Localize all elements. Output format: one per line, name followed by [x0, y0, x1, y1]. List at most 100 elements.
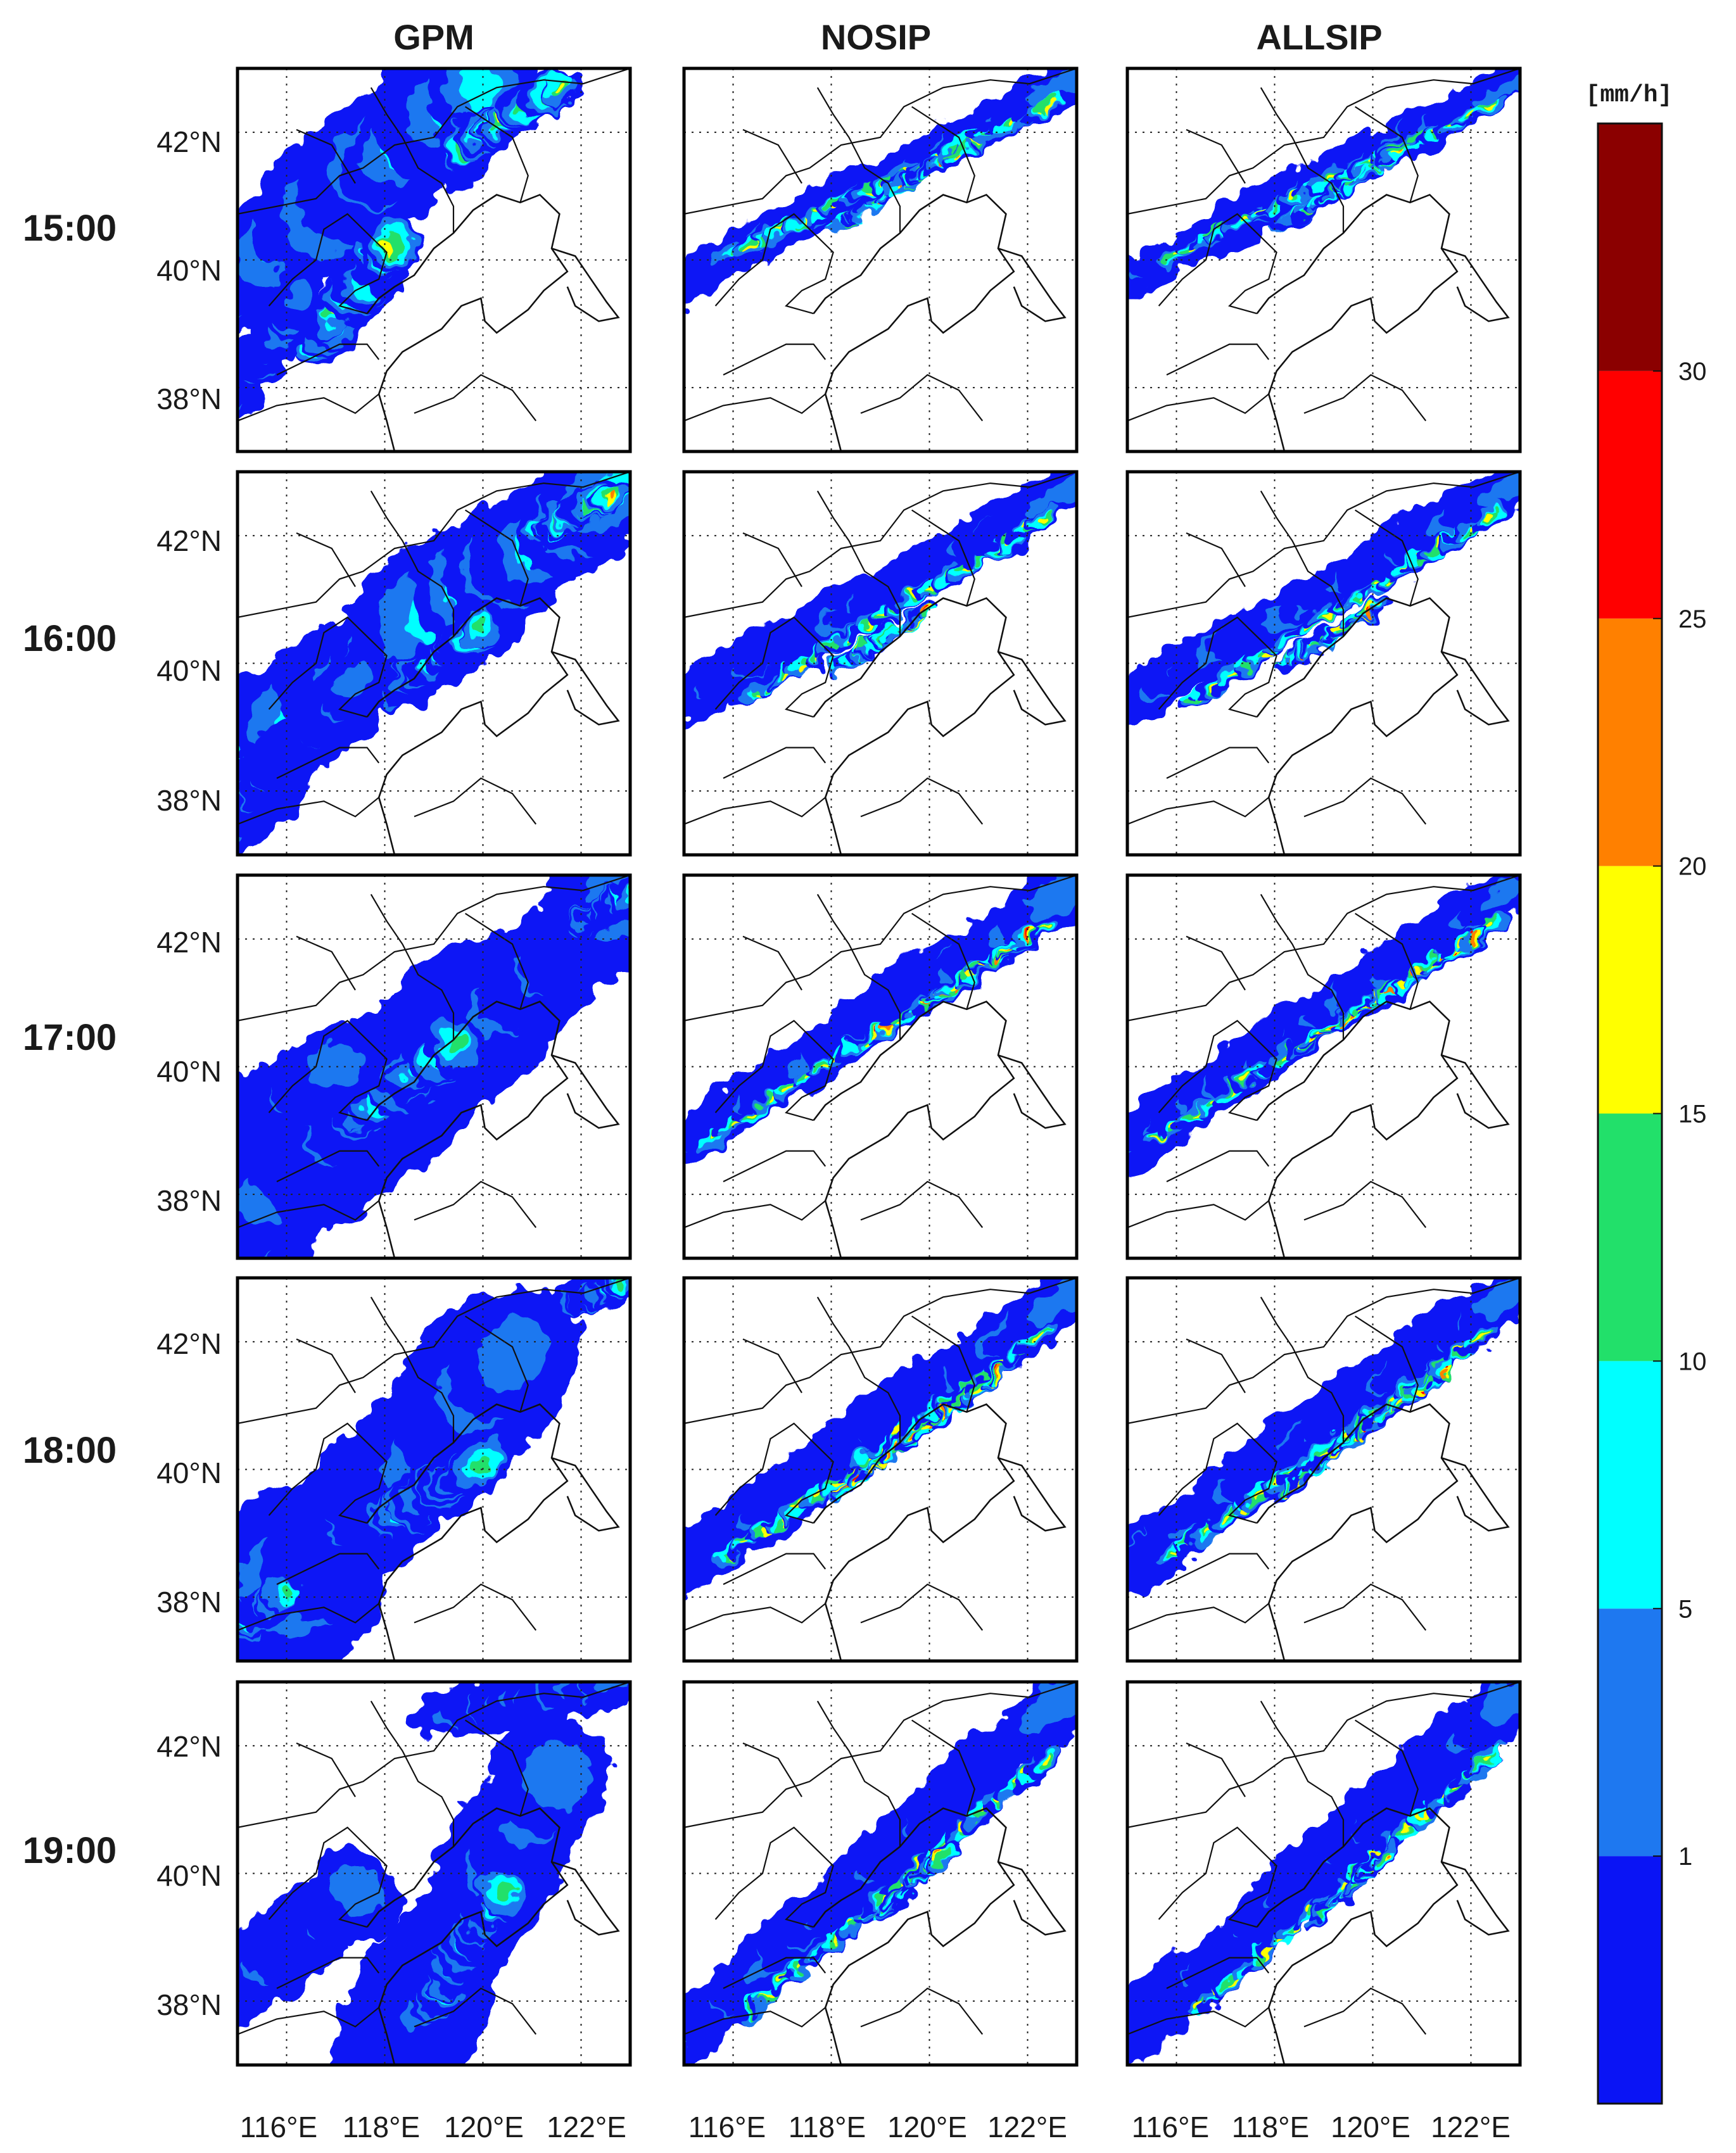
- province-border: [860, 1583, 984, 1631]
- colorbar-label: 1: [1678, 1843, 1692, 1871]
- rain-cell: [286, 281, 316, 313]
- province-border: [860, 374, 984, 422]
- map-panel-nosip-1700: [682, 873, 1079, 1260]
- rain-cell: [1376, 1848, 1391, 1862]
- row-title-1700: 17:00: [23, 1017, 117, 1058]
- province-border: [1303, 1583, 1427, 1631]
- province-border: [1158, 616, 1277, 718]
- province-border: [1260, 87, 1345, 234]
- rain-cell: [954, 150, 967, 159]
- row-title-1800: 18:00: [23, 1430, 117, 1471]
- map-panel-allsip-1600: [1125, 470, 1522, 857]
- lat-tick-38: 38°N: [156, 1988, 222, 2021]
- rain-cell: [1480, 474, 1520, 507]
- lon-tick-120: 120°E: [444, 2111, 524, 2144]
- rain-cell: [1042, 927, 1049, 933]
- panel-frame: [236, 1276, 632, 1663]
- province-border: [1186, 129, 1246, 184]
- province-border: [714, 1422, 834, 1524]
- panel-frame: [236, 66, 632, 453]
- lat-tick-38: 38°N: [156, 784, 222, 817]
- rain-cell: [854, 1477, 859, 1481]
- rain-cell: [1386, 1851, 1391, 1857]
- graticule: [1127, 1278, 1520, 1661]
- province-border: [684, 68, 1077, 215]
- rain-cell: [1365, 1004, 1372, 1008]
- precipitation-field: [1127, 875, 1520, 1194]
- map-panel-allsip-1800: [1125, 1276, 1522, 1663]
- boundaries: [684, 1278, 1077, 1661]
- colorbar-segment: [1598, 1113, 1662, 1361]
- province-border: [911, 106, 975, 203]
- rain-cell: [991, 1372, 1004, 1384]
- province-border: [1127, 68, 1520, 215]
- province-border: [1158, 213, 1277, 315]
- panel-frame: [682, 1680, 1079, 2067]
- province-border: [1303, 1987, 1427, 2035]
- province-border: [684, 2007, 826, 2035]
- lat-tick-40: 40°N: [156, 1859, 222, 1892]
- precipitation-field: [238, 1682, 630, 2065]
- precipitation-field: [1127, 1682, 1520, 2065]
- rain-cell: [1042, 1755, 1051, 1762]
- province-border: [268, 1020, 388, 1121]
- graticule: [238, 1278, 630, 1661]
- rain-cell: [334, 661, 374, 704]
- rain-cell: [935, 1849, 951, 1865]
- coastline: [1256, 194, 1459, 451]
- rain-cell: [824, 197, 841, 208]
- rain-cell: [309, 1042, 362, 1090]
- coastline: [998, 248, 1067, 322]
- province-border: [465, 509, 529, 607]
- province-border: [1260, 490, 1345, 637]
- map-panel-gpm-1800: [236, 1276, 632, 1663]
- province-border: [723, 747, 827, 779]
- rain-cell: [625, 886, 630, 896]
- column-title-nosip: NOSIP: [821, 17, 931, 57]
- province-border: [268, 1422, 388, 1524]
- rain-cell: [1336, 1878, 1347, 1886]
- rain-cell: [1025, 68, 1077, 105]
- province-border: [714, 616, 834, 718]
- colorbar-label: 30: [1678, 358, 1707, 386]
- rain-cell: [1034, 1332, 1044, 1341]
- rain-cell: [1484, 922, 1496, 930]
- province-border: [911, 1315, 975, 1413]
- rain-cell: [821, 1063, 829, 1070]
- province-border: [1127, 1682, 1520, 1828]
- lon-tick-118: 118°E: [1232, 2111, 1309, 2144]
- rain-cell: [1476, 75, 1520, 108]
- rain-cell: [804, 1076, 812, 1082]
- province-border: [268, 213, 388, 315]
- lon-tick-116: 116°E: [688, 2111, 766, 2144]
- graticule: [238, 1682, 630, 2065]
- province-border: [1166, 1957, 1270, 1989]
- lat-tick-38: 38°N: [156, 1586, 222, 1619]
- coastline: [1441, 1054, 1510, 1129]
- graticule: [1127, 472, 1520, 855]
- colorbar-label: 10: [1678, 1348, 1707, 1375]
- precipitation-field: [684, 875, 1077, 1190]
- rain-cell: [1369, 581, 1379, 588]
- rain-cell: [521, 1743, 588, 1810]
- lon-tick-120: 120°E: [887, 2111, 967, 2144]
- lat-tick-40: 40°N: [156, 1456, 222, 1489]
- rain-cell: [616, 1280, 627, 1289]
- rain-cell: [1441, 1369, 1446, 1373]
- province-border: [742, 129, 802, 184]
- coastline: [998, 1054, 1067, 1129]
- boundaries: [684, 472, 1077, 855]
- province-border: [370, 893, 455, 1040]
- province-border: [684, 1682, 1077, 1828]
- panel-frame: [1125, 1680, 1522, 2067]
- precipitation-field: [238, 68, 585, 420]
- panel-frame: [1125, 1276, 1522, 1663]
- rain-cell: [281, 1586, 294, 1598]
- map-panel-gpm-1900: [236, 1680, 632, 2067]
- coastline: [1256, 1807, 1459, 2065]
- coastline: [366, 194, 569, 451]
- boundaries: [238, 1278, 630, 1661]
- province-border: [684, 1200, 826, 1228]
- boundaries: [238, 1682, 630, 2065]
- province-border: [1158, 1422, 1277, 1524]
